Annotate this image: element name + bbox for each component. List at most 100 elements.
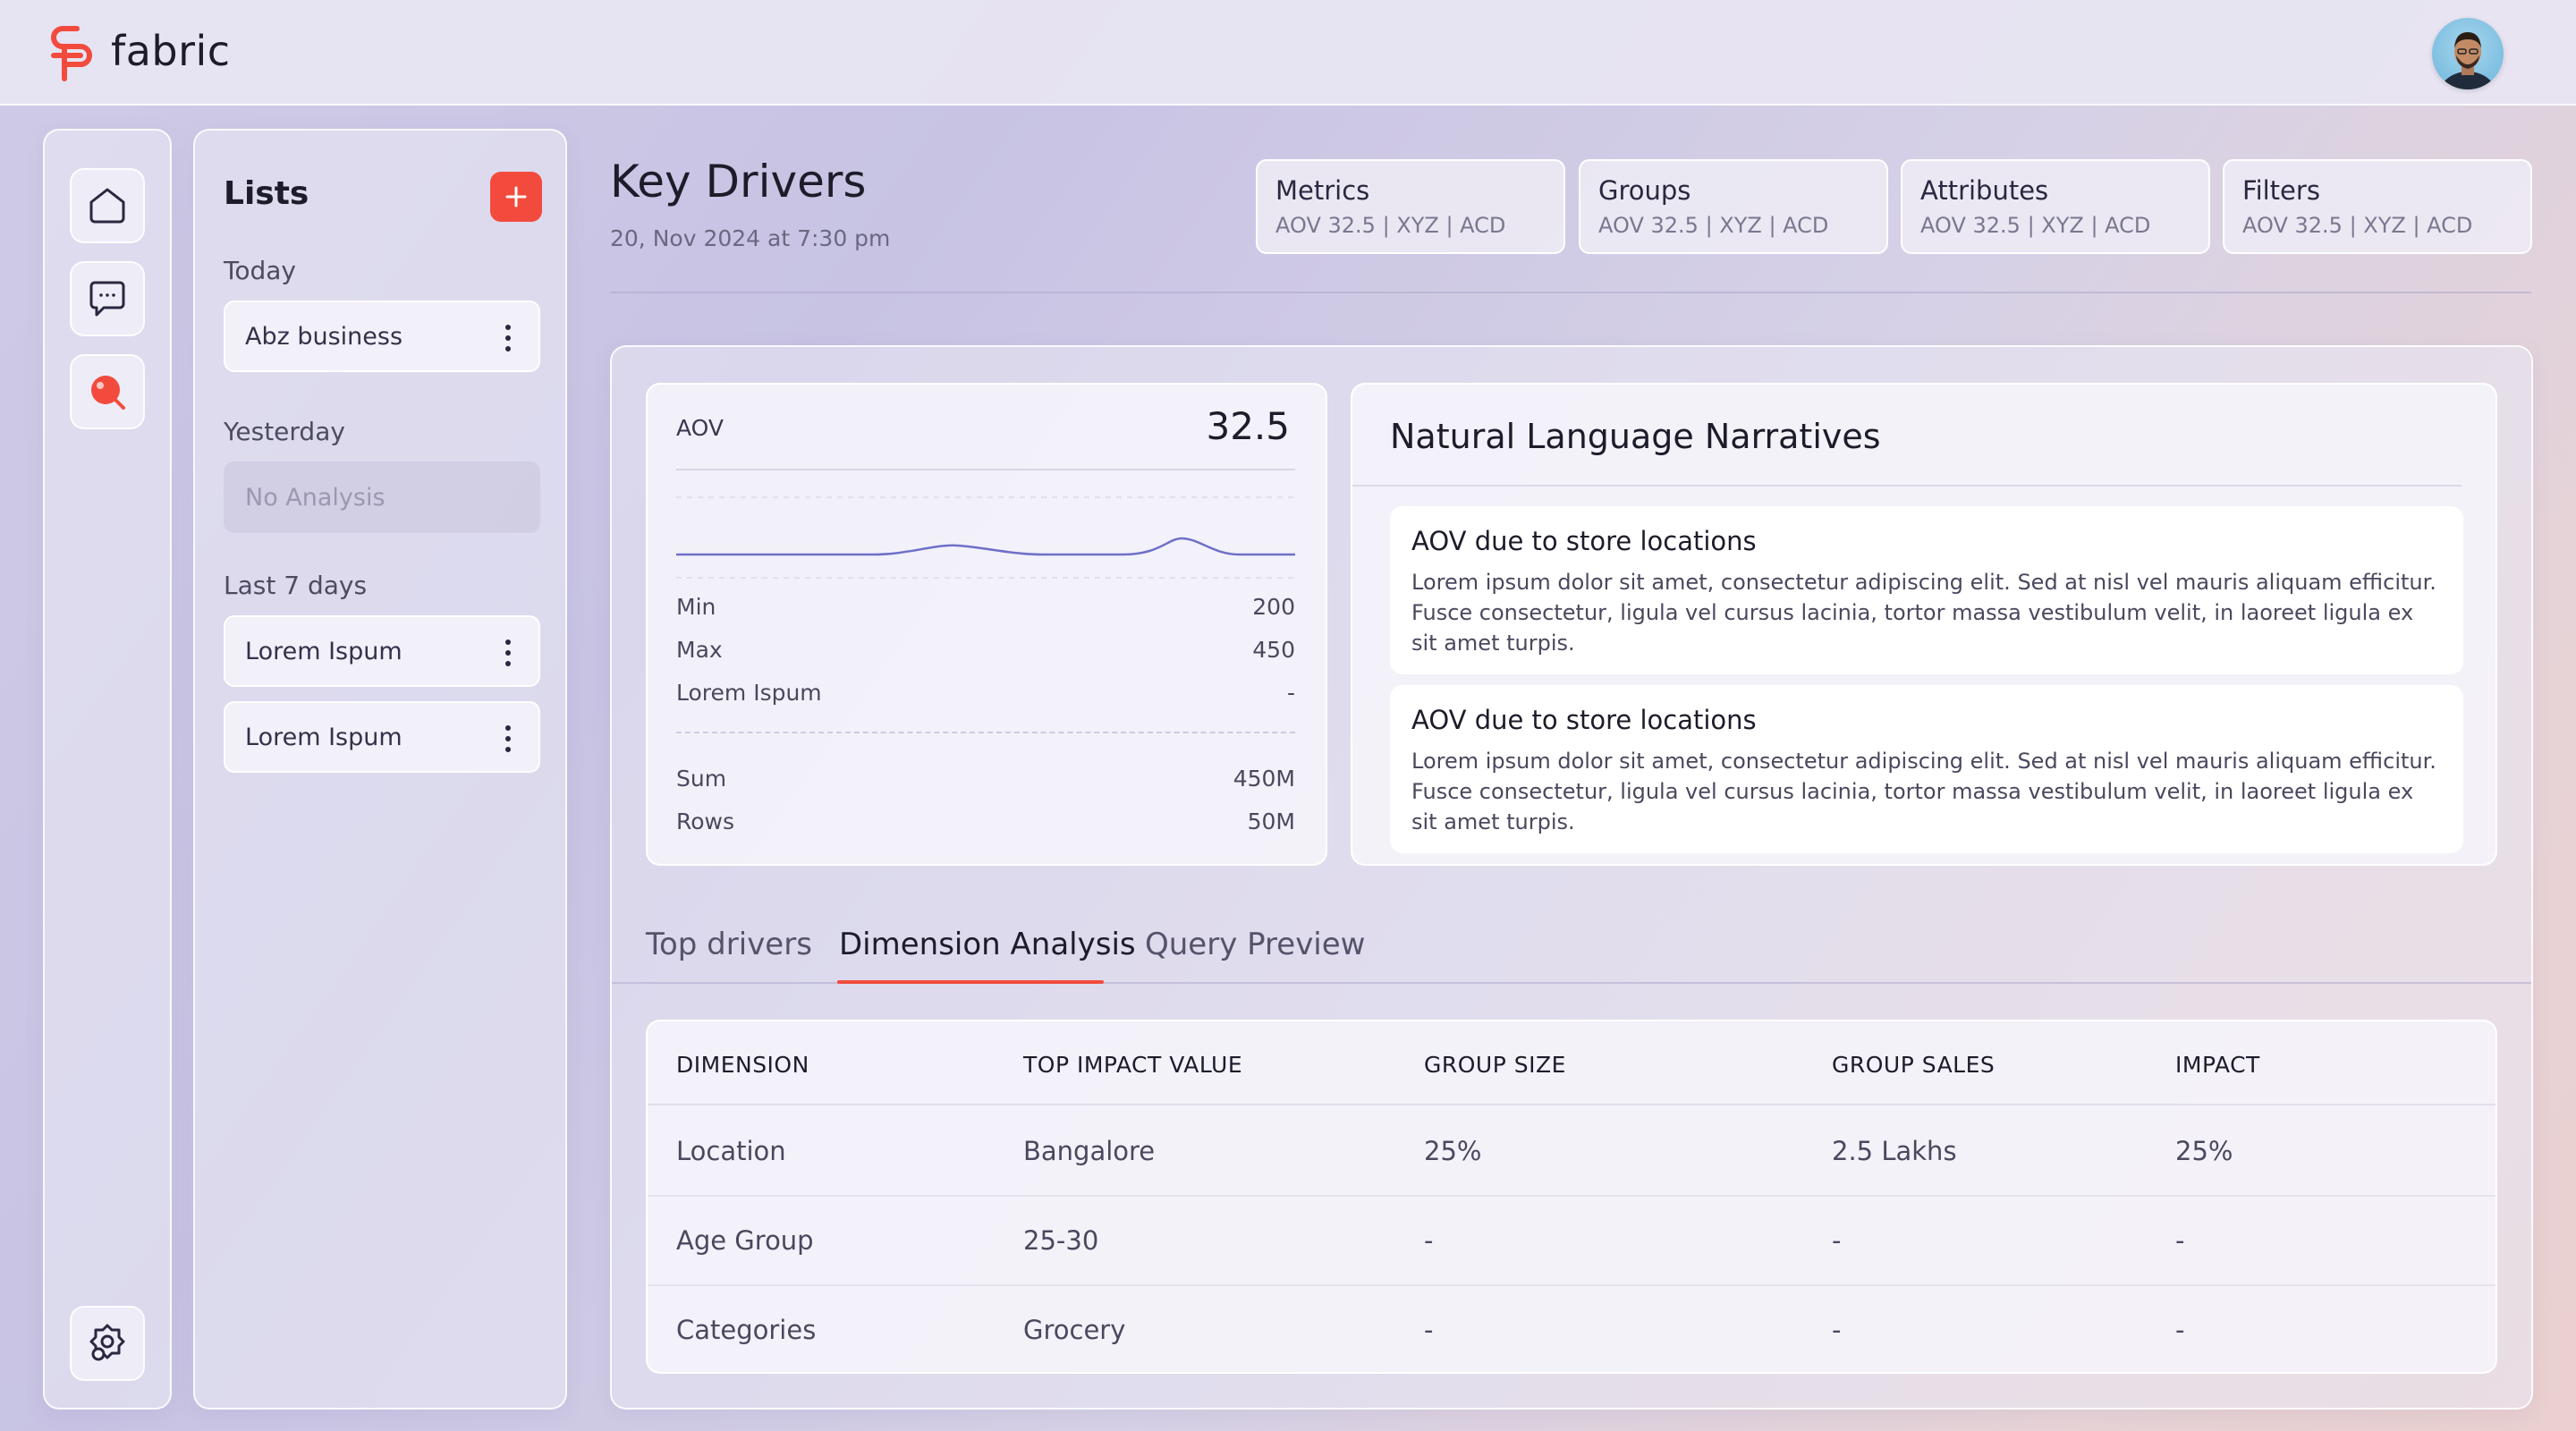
stat-label: Lorem Ispum [676,680,822,706]
stat-label: Sum [676,766,727,792]
section-last7-label: Last 7 days [224,571,368,600]
cell-group-size: 25% [1424,1136,1482,1166]
filters-chip[interactable]: Filters AOV 32.5 | XYZ | ACD [2223,159,2532,254]
app-name: fabric [111,27,231,75]
stat-value: 50M [1247,809,1295,834]
metric-divider [676,469,1295,470]
empty-state-label: No Analysis [245,483,386,512]
stat-label: Rows [676,809,735,834]
cell-group-size: - [1424,1225,1434,1256]
chip-summary: AOV 32.5 | XYZ | ACD [1598,213,1829,238]
narrative-item: AOV due to store locations Lorem ipsum d… [1390,685,2463,853]
narrative-item: AOV due to store locations Lorem ipsum d… [1390,506,2463,674]
table-header: DIMENSION TOP IMPACT VALUE GROUP SIZE GR… [648,1021,2496,1105]
settings-icon [89,1324,125,1361]
chip-title: Groups [1598,175,1691,206]
more-options-icon[interactable] [504,322,512,354]
avatar-portrait-icon [2439,32,2496,89]
plus-icon [505,186,527,207]
tab-top-drivers[interactable]: Top drivers [646,927,812,962]
cell-group-sales: - [1832,1315,1842,1345]
narratives-divider [1352,485,2462,487]
chat-icon [89,281,125,317]
stat-value: 200 [1252,594,1295,620]
more-options-icon[interactable] [504,637,512,669]
cell-group-sales: 2.5 Lakhs [1832,1136,1957,1166]
lists-title: Lists [224,175,309,212]
metric-label: AOV [676,415,724,441]
active-tab-indicator [837,980,1104,984]
stat-row: Min 200 [676,594,1295,620]
chip-title: Metrics [1275,175,1370,206]
cell-impact: - [2175,1225,2185,1256]
stat-value: 450M [1233,766,1295,792]
stat-label: Max [676,637,723,663]
stat-divider [676,732,1295,733]
header-divider [610,292,2531,293]
narrative-title: AOV due to store locations [1411,526,1757,556]
narrative-body: Lorem ipsum dolor sit amet, consectetur … [1411,570,2436,656]
metric-value: 32.5 [1206,404,1290,448]
stat-row: Lorem Ispum - [676,680,1295,706]
nav-chat-button[interactable] [70,261,145,336]
fabric-logo-icon [51,26,92,81]
list-item-label: Abz business [245,322,403,351]
groups-chip[interactable]: Groups AOV 32.5 | XYZ | ACD [1579,159,1888,254]
table-row[interactable]: Age Group 25-30 - - - [648,1197,2496,1286]
top-bar: fabric [0,0,2576,106]
narratives-title: Natural Language Narratives [1390,417,1881,456]
cell-top-impact-value: Grocery [1023,1315,1126,1345]
list-item[interactable]: Abz business [224,301,540,372]
page-timestamp: 20, Nov 2024 at 7:30 pm [610,225,891,251]
tab-query-preview[interactable]: Query Preview [1145,927,1366,962]
list-item-empty: No Analysis [224,461,540,533]
more-options-icon[interactable] [504,723,512,755]
list-item[interactable]: Lorem Ispum [224,701,540,773]
column-header-group-size: GROUP SIZE [1424,1052,1566,1078]
chip-summary: AOV 32.5 | XYZ | ACD [1920,213,2151,238]
dimension-table: DIMENSION TOP IMPACT VALUE GROUP SIZE GR… [646,1020,2497,1374]
chip-summary: AOV 32.5 | XYZ | ACD [1275,213,1506,238]
stat-row: Max 450 [676,637,1295,663]
narrative-body: Lorem ipsum dolor sit amet, consectetur … [1411,749,2436,834]
narratives-card: Natural Language Narratives AOV due to s… [1351,383,2497,866]
nav-settings-button[interactable] [70,1306,145,1381]
tabs-baseline [612,982,2531,984]
list-item-label: Lorem Ispum [245,723,402,751]
table-row[interactable]: Location Bangalore 25% 2.5 Lakhs 25% [648,1107,2496,1197]
metrics-chip[interactable]: Metrics AOV 32.5 | XYZ | ACD [1256,159,1565,254]
user-avatar[interactable] [2432,18,2504,89]
chip-title: Filters [2242,175,2320,206]
lists-panel: Lists Today Abz business Yesterday No An… [193,129,567,1410]
attributes-chip[interactable]: Attributes AOV 32.5 | XYZ | ACD [1901,159,2210,254]
aov-summary-card: AOV 32.5 Min 200 Max 450 Lorem Ispum - S… [646,383,1327,866]
stat-value: - [1286,680,1295,706]
cell-dimension: Age Group [676,1225,814,1256]
narrative-title: AOV due to store locations [1411,705,1757,735]
stat-row: Sum 450M [676,766,1295,792]
list-item[interactable]: Lorem Ispum [224,615,540,687]
section-today-label: Today [224,256,296,285]
icon-rail [43,129,172,1410]
cell-dimension: Location [676,1136,786,1166]
column-header-group-sales: GROUP SALES [1832,1052,1996,1078]
cell-dimension: Categories [676,1315,817,1345]
aov-sparkline [676,496,1295,579]
nav-analysis-button[interactable] [70,354,145,429]
add-list-button[interactable] [490,172,542,222]
tab-dimension-analysis[interactable]: Dimension Analysis [839,927,1136,962]
cell-group-size: - [1424,1315,1434,1345]
section-yesterday-label: Yesterday [224,417,345,446]
chip-summary: AOV 32.5 | XYZ | ACD [2242,213,2473,238]
column-header-impact: IMPACT [2175,1052,2260,1078]
home-icon [89,188,125,224]
cell-impact: 25% [2175,1136,2233,1166]
cell-top-impact-value: Bangalore [1023,1136,1156,1166]
chip-title: Attributes [1920,175,2049,206]
cell-impact: - [2175,1315,2185,1345]
table-row[interactable]: Categories Grocery - - - [648,1286,2496,1372]
search-analysis-icon [91,376,125,410]
stat-label: Min [676,594,716,620]
stat-row: Rows 50M [676,809,1295,834]
nav-home-button[interactable] [70,168,145,243]
